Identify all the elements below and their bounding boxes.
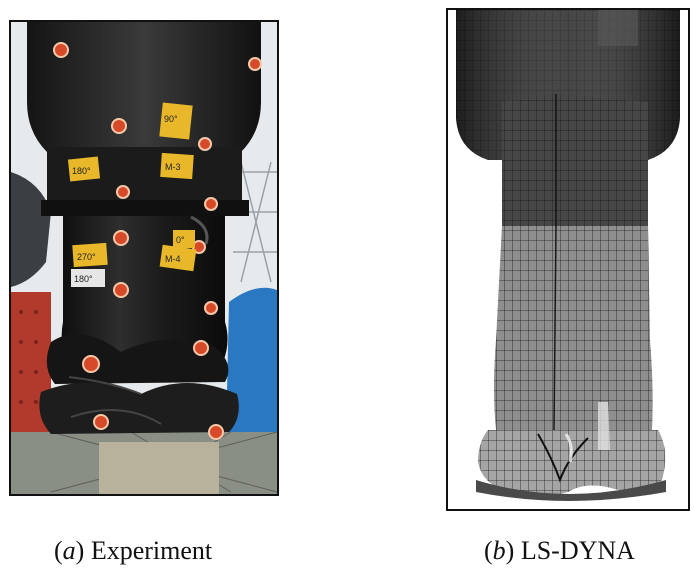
column-head — [27, 22, 261, 152]
fold-crease-2 — [70, 408, 162, 425]
label-180-top: 180° — [72, 166, 91, 176]
caption-b-letter: b — [492, 536, 506, 565]
blue-tarp — [226, 287, 277, 437]
caption-b-close: ) — [505, 536, 515, 565]
fold-crease — [68, 376, 142, 395]
caption-b: (b) LS-DYNA — [484, 536, 635, 566]
caption-a-open: ( — [54, 536, 63, 565]
buckle-fold-2 — [39, 382, 239, 434]
person-legs — [99, 442, 219, 494]
label-0: 0° — [176, 235, 185, 245]
mesh-head-highlight — [598, 10, 638, 46]
caption-b-open: ( — [484, 536, 493, 565]
caption-b-text: LS-DYNA — [514, 536, 635, 565]
experiment-photo-drawing: 90° 180° M-3 0° 270° M-4 180° — [11, 22, 277, 494]
label-m4: M-4 — [165, 254, 181, 264]
mesh-bright-patch — [598, 402, 610, 450]
label-270: 270° — [77, 252, 96, 262]
caption-a-text: Experiment — [84, 536, 213, 565]
mesh-lower-edge — [553, 225, 557, 431]
label-90: 90° — [164, 114, 178, 124]
lifting-hook — [190, 215, 209, 245]
label-m3: M-3 — [165, 162, 181, 172]
mesh-lower-column — [494, 226, 653, 430]
mesh-fold-highlight — [564, 433, 573, 463]
mesh-upper-column — [502, 94, 648, 226]
tape-labels — [67, 102, 197, 287]
experiment-photo: 90° 180° M-3 0° 270° M-4 180° — [9, 20, 279, 496]
label-180-bottom: 180° — [74, 274, 93, 284]
red-frame-bolts — [19, 310, 38, 404]
tape-label-text: 90° 180° M-3 0° 270° M-4 180° — [72, 114, 185, 284]
column-flange — [41, 200, 249, 216]
caption-a-close: ) — [75, 536, 85, 565]
caption-a: (a) Experiment — [54, 536, 212, 566]
mesh-base-rim — [476, 480, 666, 501]
caption-a-letter: a — [62, 536, 76, 565]
ls-dyna-render — [446, 8, 690, 511]
ls-dyna-mesh-drawing — [456, 10, 680, 501]
mesh-buckled-base — [478, 430, 666, 496]
mesh-buckle-crease — [537, 433, 589, 483]
